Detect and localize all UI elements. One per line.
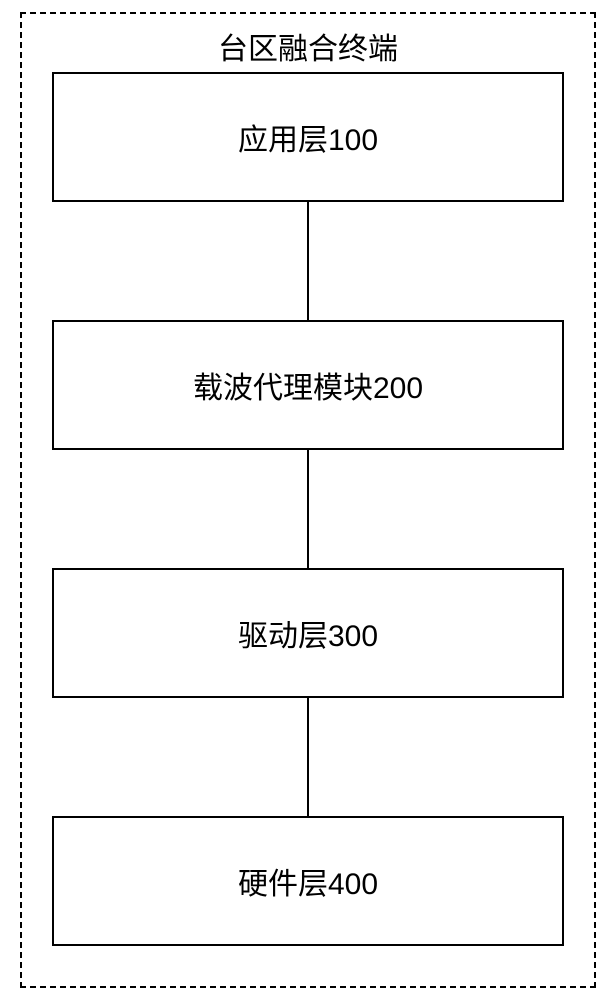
edge-1 (307, 202, 309, 320)
node-driver-layer: 驱动层300 (52, 568, 564, 698)
node-carrier-proxy-label: 载波代理模块200 (193, 363, 423, 407)
node-carrier-proxy: 载波代理模块200 (52, 320, 564, 450)
node-app-layer: 应用层100 (52, 72, 564, 202)
node-hardware-layer: 硬件层400 (52, 816, 564, 946)
node-hardware-layer-label: 硬件层400 (238, 859, 378, 903)
node-driver-layer-label: 驱动层300 (238, 611, 378, 655)
edge-2 (307, 450, 309, 568)
node-app-layer-label: 应用层100 (238, 115, 378, 159)
edge-3 (307, 698, 309, 816)
diagram-title: 台区融合终端 (20, 24, 596, 68)
